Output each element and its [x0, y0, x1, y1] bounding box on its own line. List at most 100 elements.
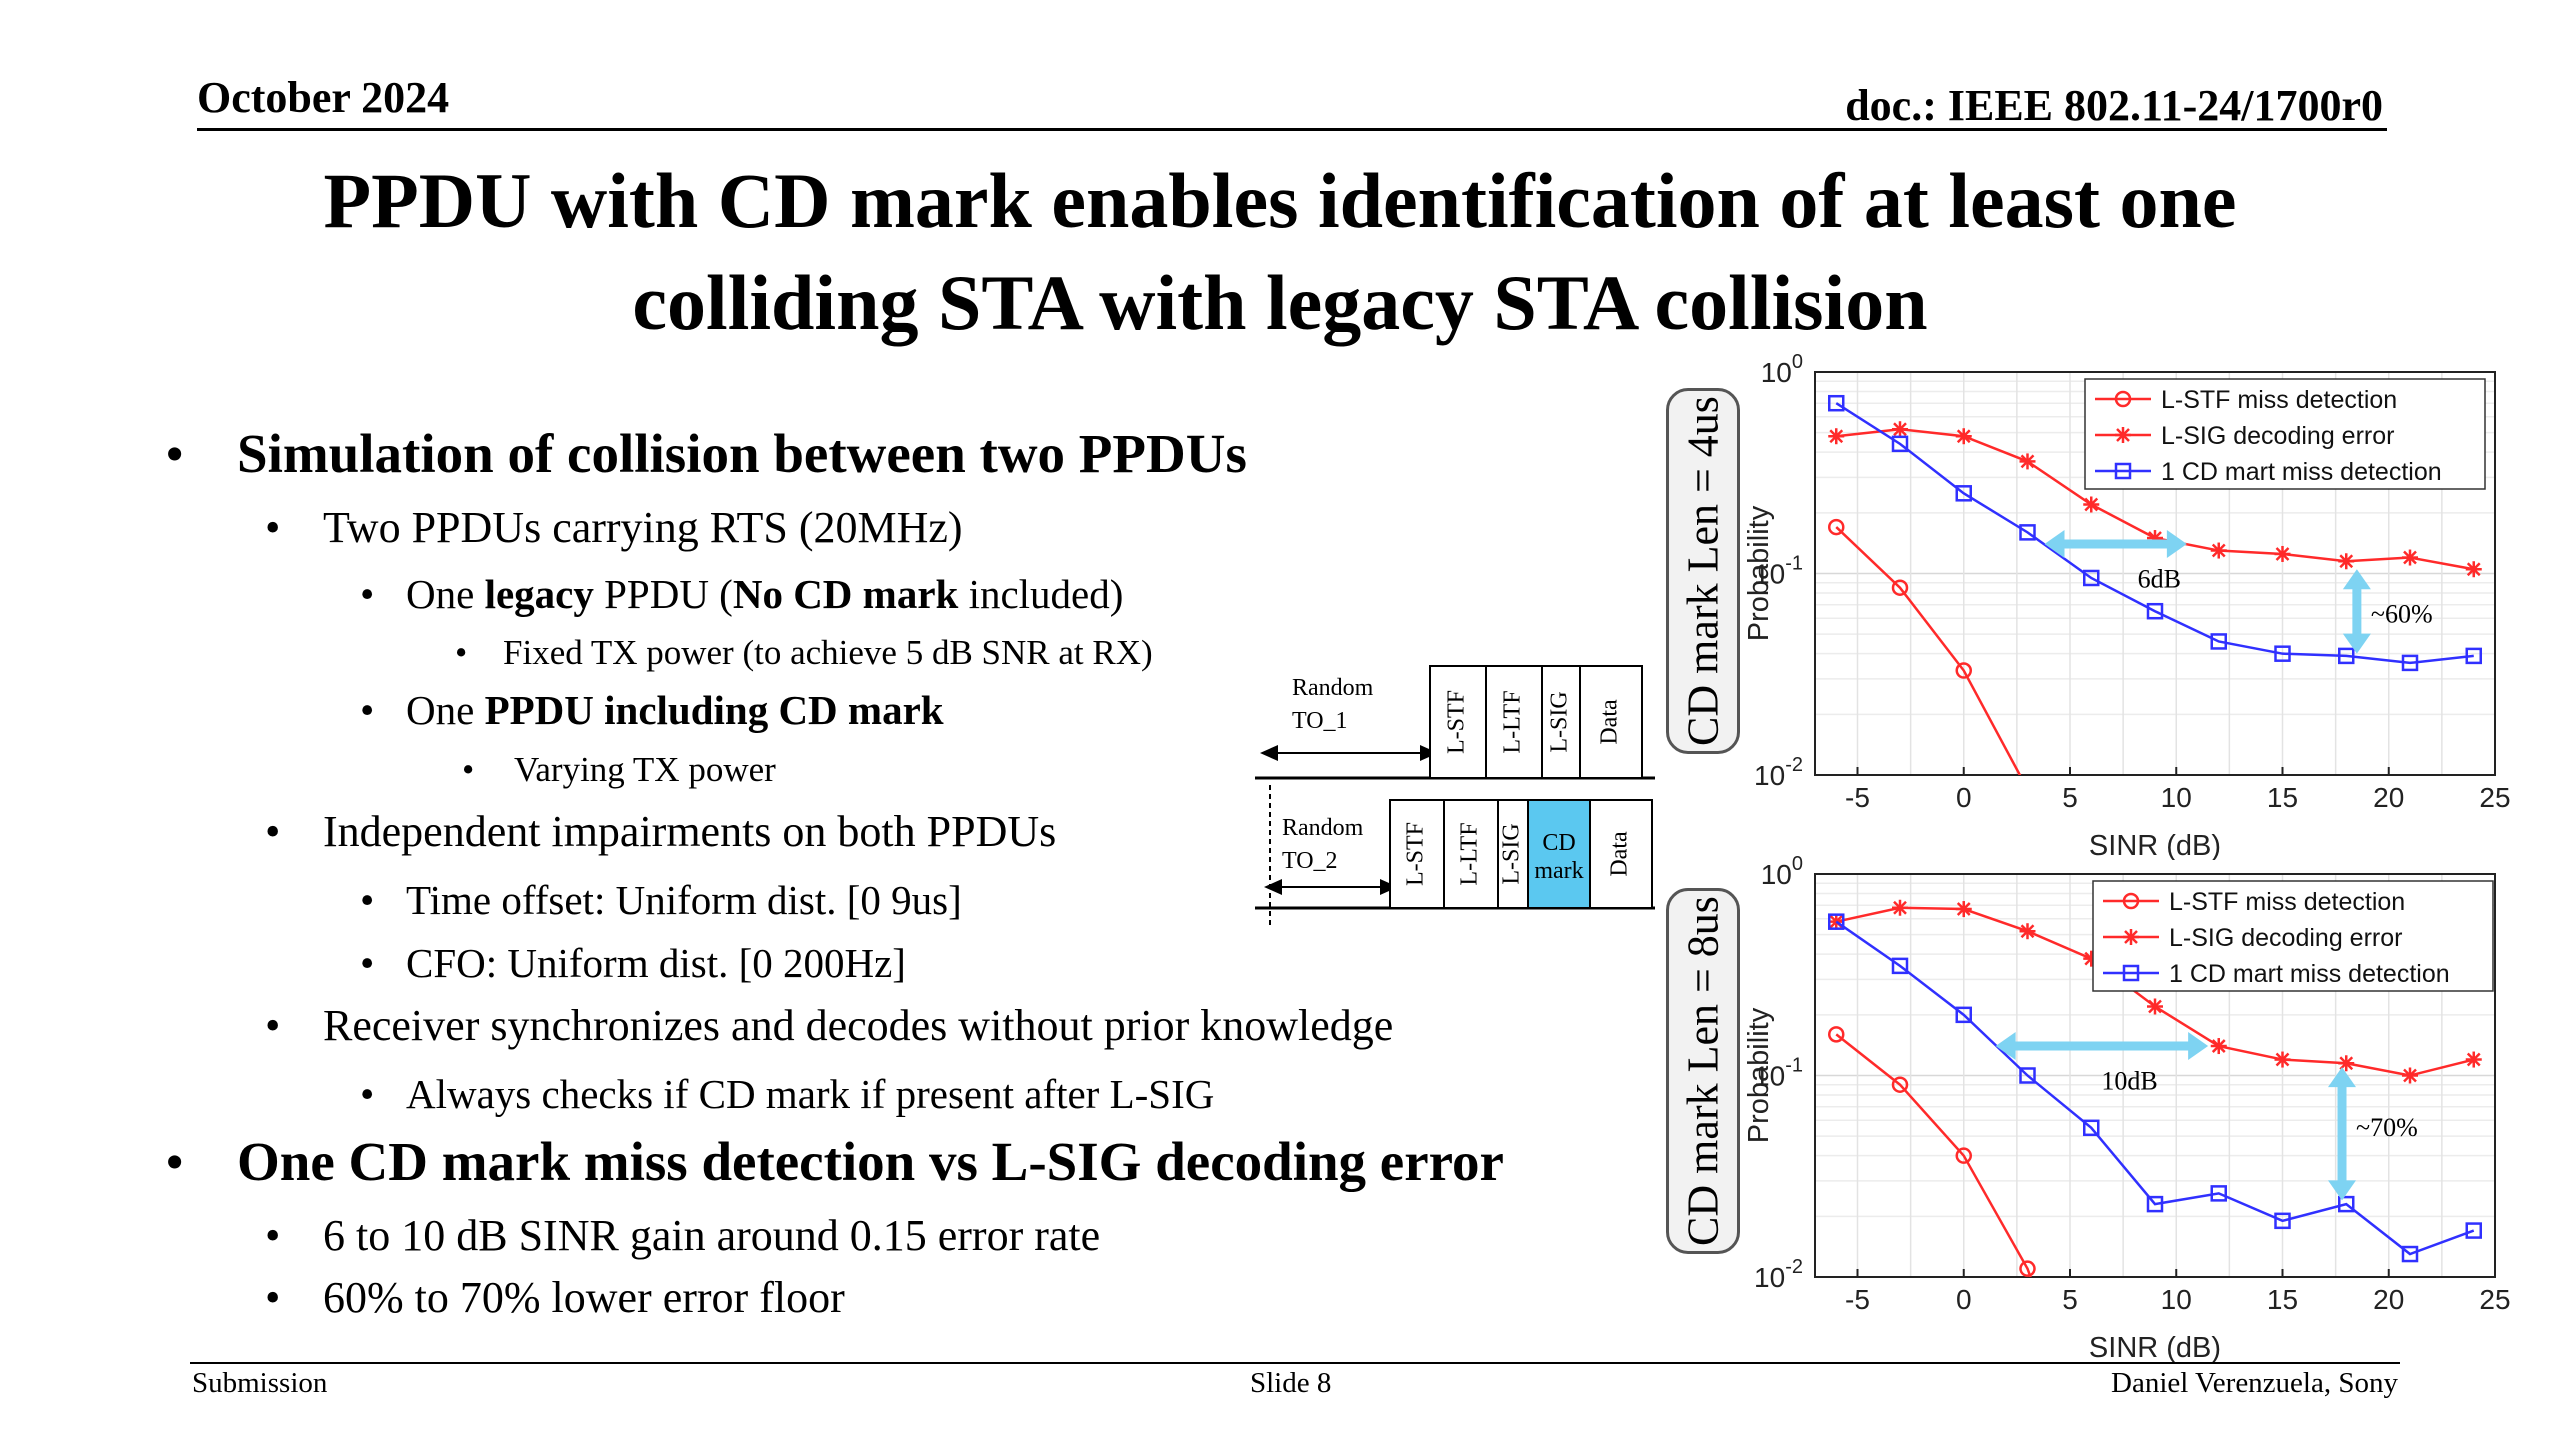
y-axis-label: Probability	[1743, 505, 1775, 641]
y-tick-label: 10-1	[1754, 553, 1803, 590]
footer-rule	[190, 1362, 2400, 1364]
x-tick-label: 10	[2161, 782, 2192, 813]
bullet-text: One legacy PPDU (No CD mark included)	[406, 571, 1124, 617]
bullet-dot: •	[360, 1071, 375, 1117]
x-tick-label: 5	[2062, 1284, 2078, 1315]
annotation-gain-label: 6dB	[2138, 565, 2181, 594]
annotation-gain-label: 10dB	[2101, 1067, 2157, 1096]
svg-text:L-STF: L-STF	[1403, 822, 1429, 886]
svg-text:CD: CD	[1542, 830, 1575, 856]
side-label-bottom: CD mark Len = 8us	[1666, 888, 1740, 1254]
bullet-text: Receiver synchronizes and decodes withou…	[323, 1001, 1394, 1050]
bullet-text: Two PPDUs carrying RTS (20MHz)	[323, 503, 963, 552]
svg-text:L-LTF: L-LTF	[1457, 822, 1483, 885]
data-point	[1955, 485, 1972, 502]
row1-fields: L-STF L-LTF L-SIG Data	[1429, 665, 1643, 779]
data-point	[2274, 1051, 2291, 1068]
bullet-dot: •	[265, 1211, 281, 1260]
annotation-floor-arrow	[2328, 1067, 2356, 1201]
footer-slide-number: Slide 8	[1250, 1367, 1332, 1399]
bullet-dot: •	[265, 503, 281, 552]
data-point	[2465, 647, 2482, 665]
x-axis-label: SINR (dB)	[2089, 1332, 2221, 1362]
y-tick-label: 100	[1761, 853, 1803, 890]
y-tick-label: 10-2	[1754, 1256, 1803, 1293]
svg-text:Data: Data	[1597, 699, 1623, 745]
title-line-1: PPDU with CD mark enables identification…	[323, 157, 2237, 244]
data-point	[2210, 542, 2227, 559]
x-tick-label: -5	[1845, 1284, 1870, 1315]
header-doc-id: doc.: IEEE 802.11-24/1700r0	[1845, 81, 2383, 130]
svg-text:100: 100	[1761, 853, 1803, 890]
data-point	[1955, 662, 1972, 679]
legend: L-STF miss detection L-SIG decoding error…	[2084, 378, 2486, 490]
series-line	[1835, 526, 2022, 775]
bullet-dot: •	[360, 687, 375, 733]
chart-8us: -5 0 5 10 15 20 25 100 10-1 10-2 SINR (dB) Probabil…	[1743, 853, 2511, 1362]
svg-text:L-LTF: L-LTF	[1500, 690, 1526, 753]
data-point	[2122, 964, 2140, 982]
bullet-text: Independent impairments on both PPDUs	[323, 807, 1057, 856]
series-l-sig-decoding-error	[1828, 899, 2482, 1084]
data-point	[2115, 427, 2131, 443]
legend-entry: L-SIG decoding error	[2095, 422, 2394, 450]
x-tick-label: 15	[2267, 1284, 2298, 1315]
series-1-cd-mart-miss-detection	[1828, 913, 2482, 1263]
annotation-floor-label: ~70%	[2356, 1113, 2418, 1142]
data-point	[2019, 524, 2036, 541]
svg-text:10-1: 10-1	[1754, 553, 1803, 590]
ppdu-field-data: Data	[1579, 665, 1643, 779]
svg-text:100: 100	[1761, 351, 1803, 388]
svg-text:L-STF: L-STF	[1444, 690, 1470, 754]
header-rule	[197, 128, 2387, 131]
x-tick-label: 15	[2267, 782, 2298, 813]
bullet-dot: •	[265, 1273, 281, 1322]
svg-text:Data: Data	[1607, 831, 1633, 877]
data-point	[1955, 901, 1972, 918]
annotation-floor-arrow	[2342, 569, 2371, 654]
y-tick-label: 10-2	[1754, 754, 1803, 791]
bullet-text: One CD mark miss detection vs L-SIG deco…	[237, 1131, 1504, 1192]
bullet-dot: •	[165, 1131, 185, 1192]
bullet-dot: •	[265, 1001, 281, 1050]
series-line	[1835, 402, 2474, 665]
row2-offset-label-2: TO_2	[1282, 848, 1338, 874]
data-point	[1828, 913, 1845, 930]
x-tick-label: 10	[2161, 1284, 2192, 1315]
data-point	[2274, 645, 2291, 662]
bullet-text: Time offset: Uniform dist. [0 9us]	[406, 877, 962, 923]
legend-entry: L-STF miss detection	[2103, 888, 2405, 916]
data-point	[2465, 561, 2482, 578]
series-l-stf-miss-detection	[1828, 1026, 2036, 1277]
legend-label: L-SIG decoding error	[2161, 422, 2394, 450]
annotation-gain-arrow	[1995, 1032, 2209, 1061]
y-tick-label: 10-1	[1754, 1055, 1803, 1092]
data-point	[2019, 1067, 2036, 1084]
bullet-text: 6 to 10 dB SINR gain around 0.15 error r…	[323, 1211, 1101, 1260]
data-point	[1891, 579, 1909, 596]
legend-entry: 1 CD mart miss detection	[2095, 458, 2442, 486]
data-point	[1828, 394, 1845, 412]
legend-entry: L-STF miss detection	[2095, 386, 2397, 414]
bullet-text: Varying TX power	[514, 750, 776, 789]
data-point	[2123, 929, 2139, 945]
data-point	[2338, 1055, 2355, 1072]
y-tick-label: 100	[1761, 351, 1803, 388]
data-point	[1891, 1076, 1909, 1093]
ppdu-field-l-stf: L-STF	[1429, 665, 1487, 779]
bullet-dot: •	[462, 750, 475, 789]
data-point	[2147, 998, 2163, 1015]
legend-label: 1 CD mart miss detection	[2161, 458, 2442, 486]
data-point	[2401, 654, 2419, 672]
bullet-text: One PPDU including CD mark	[406, 687, 944, 733]
data-point	[2146, 602, 2164, 620]
ppdu-field-data: Data	[1589, 799, 1653, 909]
x-tick-label: 0	[1956, 1284, 1972, 1315]
x-tick-label: 20	[2373, 782, 2404, 813]
title-line-2: colliding STA with legacy STA collision	[632, 259, 1928, 346]
data-point	[1828, 428, 1845, 445]
data-point	[1828, 518, 1845, 536]
x-tick-label: 25	[2479, 782, 2510, 813]
svg-text:L-SIG: L-SIG	[1499, 823, 1525, 884]
